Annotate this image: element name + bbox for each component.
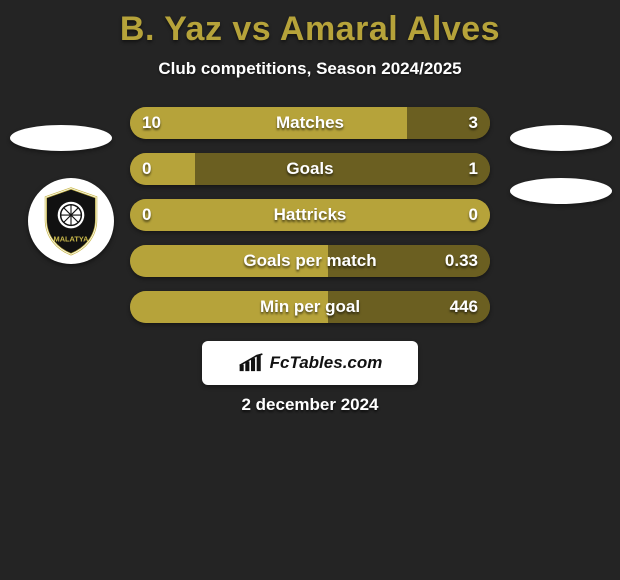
stat-bar-right bbox=[195, 153, 490, 185]
stat-label: Goals bbox=[286, 159, 333, 179]
stat-bar-track: Min per goal 446 bbox=[130, 291, 490, 323]
subtitle: Club competitions, Season 2024/2025 bbox=[4, 59, 616, 79]
stat-label: Min per goal bbox=[260, 297, 360, 317]
stat-bar-track: Goals 0 1 bbox=[130, 153, 490, 185]
stat-label: Hattricks bbox=[274, 205, 347, 225]
stat-row: Matches 10 3 bbox=[4, 107, 616, 139]
stat-value-left: 0 bbox=[142, 205, 151, 225]
stat-value-right: 0 bbox=[469, 205, 478, 225]
stat-label: Goals per match bbox=[243, 251, 376, 271]
stat-bar-track: Matches 10 3 bbox=[130, 107, 490, 139]
page-title: B. Yaz vs Amaral Alves bbox=[4, 10, 616, 49]
stat-value-left: 10 bbox=[142, 113, 161, 133]
stat-row: Hattricks 0 0 bbox=[4, 199, 616, 231]
stat-value-left: 0 bbox=[142, 159, 151, 179]
stat-bar-left bbox=[130, 153, 195, 185]
stat-value-right: 1 bbox=[469, 159, 478, 179]
stat-row: Min per goal 446 bbox=[4, 291, 616, 323]
stat-bar-track: Hattricks 0 0 bbox=[130, 199, 490, 231]
stat-row: Goals per match 0.33 bbox=[4, 245, 616, 277]
badge-text: MALATYA bbox=[54, 235, 90, 244]
comparison-infographic: B. Yaz vs Amaral Alves Club competitions… bbox=[0, 0, 620, 580]
stat-row: Goals 0 1 bbox=[4, 153, 616, 185]
brand-chart-icon bbox=[238, 352, 264, 374]
brand-label: FcTables.com bbox=[270, 353, 383, 373]
stat-value-right: 446 bbox=[450, 297, 478, 317]
stat-value-right: 3 bbox=[469, 113, 478, 133]
stat-bar-track: Goals per match 0.33 bbox=[130, 245, 490, 277]
stat-value-right: 0.33 bbox=[445, 251, 478, 271]
brand-box: FcTables.com bbox=[202, 341, 418, 385]
date-label: 2 december 2024 bbox=[4, 395, 616, 415]
stat-bar-left bbox=[130, 107, 407, 139]
stat-label: Matches bbox=[276, 113, 344, 133]
